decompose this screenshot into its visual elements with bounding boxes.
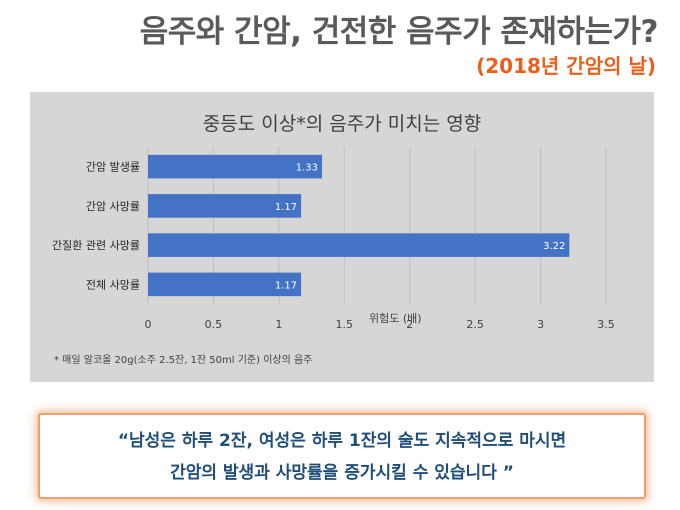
bar	[148, 233, 570, 257]
data-label: 1.33	[296, 163, 318, 174]
quote-line-1: “남성은 하루 2잔, 여성은 하루 1잔의 술도 지속적으로 마시면	[117, 431, 567, 451]
x-tick-label: 3	[537, 318, 544, 331]
x-tick-label: 1	[275, 318, 282, 331]
category-label: 간질환 관련 사망률	[52, 239, 140, 252]
bar	[148, 272, 302, 297]
category-label: 간암 발생률	[86, 161, 140, 174]
chart-footnote: * 매일 알코올 20g(소주 2.5잔, 1잔 50ml 기준) 이상의 음주	[54, 354, 312, 366]
bar	[148, 154, 323, 179]
category-label: 간암 사망률	[86, 200, 140, 213]
x-tick-label: 3.5	[597, 318, 615, 331]
category-label: 전체 사망률	[86, 278, 140, 291]
bar	[148, 194, 302, 218]
data-label: 1.17	[275, 202, 297, 213]
data-label: 1.17	[275, 280, 297, 291]
x-tick-label: 1.5	[336, 318, 354, 331]
quote-box: “남성은 하루 2잔, 여성은 하루 1잔의 술도 지속적으로 마시면 간암의 …	[38, 413, 646, 499]
chart-title: 중등도 이상*의 음주가 미치는 영향	[203, 113, 481, 135]
x-axis-label: 위험도 (배)	[369, 312, 422, 325]
x-tick-label: 2.5	[466, 318, 484, 331]
x-tick-label: 2	[406, 318, 413, 331]
data-label: 3.22	[543, 241, 565, 252]
page-title: 음주와 간암, 건전한 음주가 존재하는가?	[139, 14, 659, 50]
page-subtitle: (2018년 간암의 날)	[476, 54, 656, 78]
x-tick-label: 0.5	[205, 318, 223, 331]
quote-line-2: 간암의 발생과 사망률을 증가시킬 수 있습니다 ”	[170, 463, 514, 483]
x-tick-label: 0	[145, 318, 152, 331]
